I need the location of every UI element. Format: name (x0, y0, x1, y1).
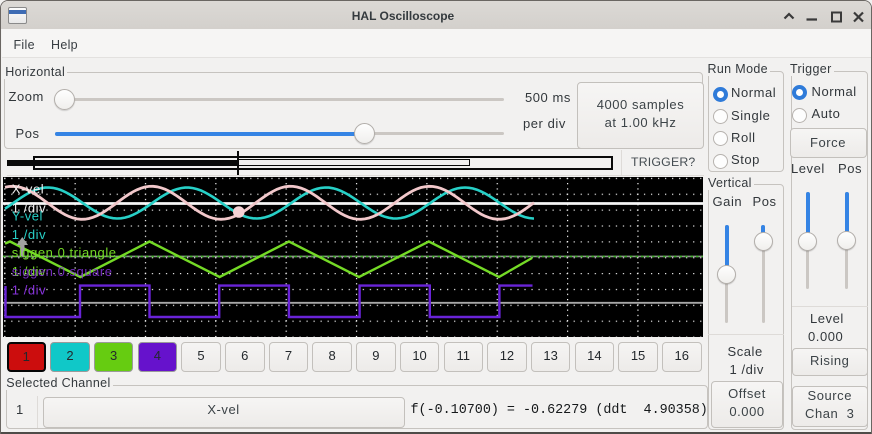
svg-text:siggen.0.square: siggen.0.square (12, 264, 113, 279)
svg-text:siggen.0.triangle: siggen.0.triangle (12, 245, 117, 260)
svg-text:1 /div: 1 /div (12, 201, 46, 216)
svg-text:1 /div: 1 /div (12, 227, 46, 242)
svg-text:1 /div: 1 /div (12, 283, 46, 298)
svg-text:1 /div: 1 /div (12, 264, 46, 279)
svg-text:X-vel: X-vel (12, 181, 44, 196)
svg-text:Y-vel: Y-vel (12, 208, 43, 223)
